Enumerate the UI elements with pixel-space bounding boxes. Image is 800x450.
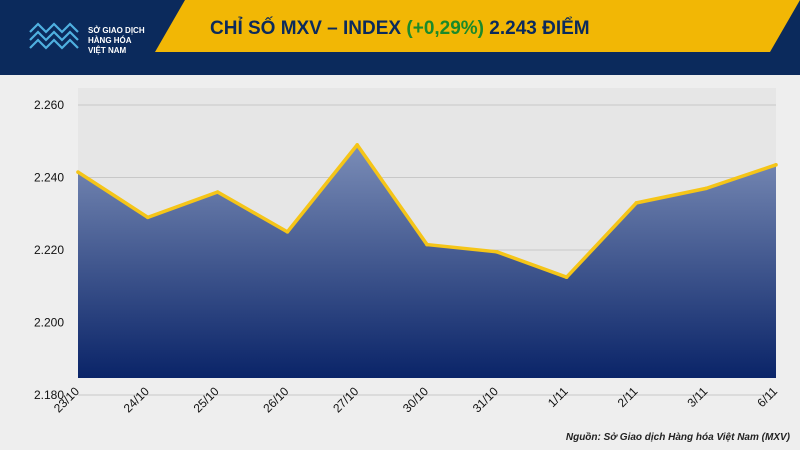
logo-line-3: VIỆT NAM: [88, 46, 127, 55]
x-tick-label: 30/10: [400, 384, 431, 415]
data-point-31-10: [495, 250, 499, 254]
y-tick-label: 2.220: [34, 243, 64, 257]
mxv-logo: SỞ GIAO DỊCH HÀNG HÓA VIỆT NAM: [29, 22, 145, 55]
y-axis: 2.180 2.200 2.220 2.240 2.260: [34, 98, 64, 402]
data-point-1-11: [564, 275, 569, 279]
x-tick-label: 2/11: [615, 384, 641, 410]
y-tick-label: 2.200: [34, 316, 64, 330]
title-value: 2.243 ĐIỂM: [489, 17, 589, 39]
logo-mark-icon: [29, 22, 79, 50]
x-tick-label: 25/10: [191, 384, 222, 415]
data-point-23-10: [76, 170, 80, 174]
source-note: Nguồn: Sở Giao dịch Hàng hóa Việt Nam (M…: [566, 431, 791, 443]
x-tick-label: 27/10: [330, 384, 361, 415]
data-point-25-10: [215, 190, 220, 194]
data-point-26-10: [285, 230, 290, 234]
x-tick-label: 26/10: [260, 384, 291, 415]
data-point-27-10: [355, 143, 360, 147]
chart-title: CHỈ SỐ MXV – INDEX (+0,29%) 2.243 ĐIỂM: [210, 17, 590, 39]
data-point-6-11: [774, 163, 778, 167]
title-change: (+0,29%): [406, 18, 484, 39]
x-tick-label: 24/10: [121, 384, 152, 415]
title-banner: [155, 0, 800, 52]
x-axis: 23/10 24/10 25/10 26/10 27/10 30/10 31/10 1/11 2…: [51, 384, 780, 415]
data-point-30-10: [425, 242, 429, 247]
x-tick-label: 1/11: [545, 384, 571, 410]
logo-line-2: HÀNG HÓA: [88, 36, 132, 45]
logo-line-1: SỞ GIAO DỊCH: [88, 26, 145, 35]
data-points: [76, 143, 778, 279]
data-point-3-11: [704, 186, 708, 191]
title-prefix: CHỈ SỐ MXV – INDEX: [210, 17, 401, 39]
y-tick-label: 2.180: [34, 388, 64, 402]
y-tick-label: 2.260: [34, 98, 64, 112]
data-point-2-11: [634, 201, 639, 205]
x-tick-label: 6/11: [754, 384, 780, 410]
x-tick-label: 3/11: [685, 384, 711, 410]
area-fill: [78, 144, 776, 378]
data-point-24-10: [146, 215, 150, 220]
y-tick-label: 2.240: [34, 171, 64, 185]
x-tick-label: 31/10: [470, 384, 501, 415]
